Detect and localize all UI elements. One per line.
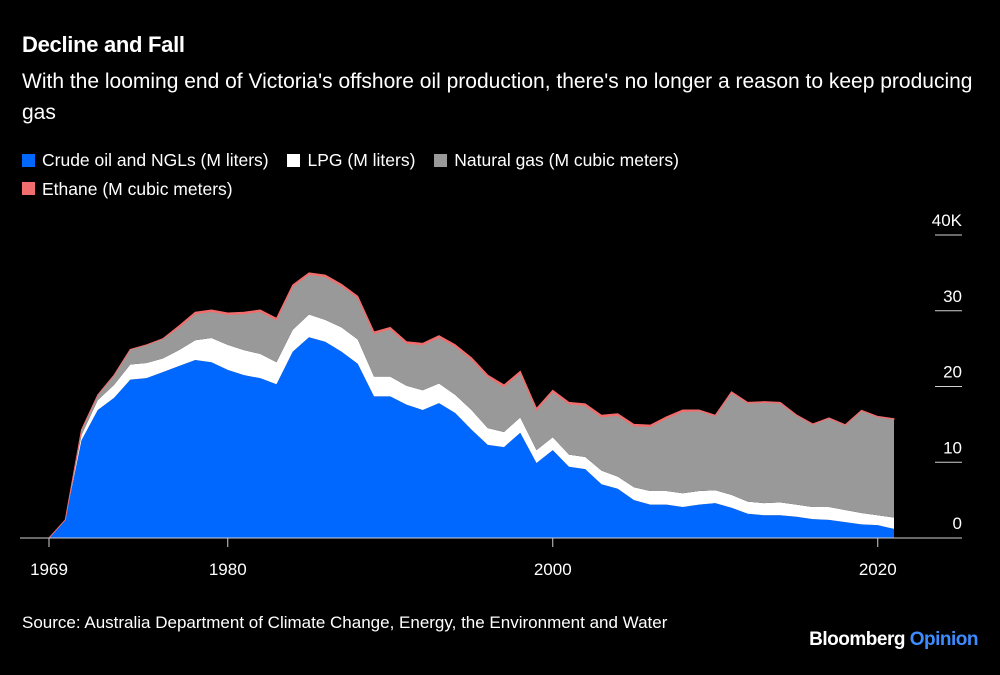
legend-swatch-ethane: [22, 182, 35, 195]
legend-swatch-crude: [22, 153, 35, 167]
legend-item-crude: Crude oil and NGLs (M liters): [22, 146, 269, 174]
legend-swatch-gas: [434, 153, 448, 167]
legend-item-gas: Natural gas (M cubic meters): [434, 146, 679, 174]
y-tick-label: 0: [953, 514, 962, 533]
ethane-area: [48, 272, 895, 539]
y-tick-label: 40K: [932, 211, 963, 230]
lpg-area: [49, 314, 894, 538]
source-note: Source: Australia Department of Climate …: [22, 613, 668, 632]
x-tick-label: 2000: [534, 560, 572, 579]
x-tick-label: 1969: [30, 560, 68, 579]
legend-item-lpg: LPG (M liters): [287, 146, 415, 174]
legend: Crude oil and NGLs (M liters) LPG (M lit…: [22, 146, 922, 203]
legend-label-lpg: LPG (M liters): [307, 150, 416, 170]
y-tick-label: 30: [943, 287, 962, 306]
logo-main: Bloomberg: [809, 629, 905, 650]
legend-swatch-lpg: [287, 153, 301, 167]
y-tick-label: 20: [943, 363, 962, 382]
natural-gas-area: [49, 274, 894, 538]
x-tick-label: 1980: [209, 560, 247, 579]
y-tick-label: 10: [943, 438, 962, 457]
legend-label-crude: Crude oil and NGLs (M liters): [42, 150, 269, 170]
logo-accent: Opinion: [909, 629, 979, 650]
x-tick-label: 2020: [859, 560, 897, 579]
legend-item-ethane: Ethane (M cubic meters): [22, 175, 233, 203]
chart-subtitle: With the looming end of Victoria's offsh…: [22, 70, 973, 124]
crude-oil-area: [49, 337, 894, 538]
bloomberg-opinion-logo: Bloomberg Opinion: [809, 629, 978, 651]
legend-label-gas: Natural gas (M cubic meters): [454, 150, 679, 170]
legend-label-ethane: Ethane (M cubic meters): [42, 178, 233, 199]
chart-title: Decline and Fall: [22, 32, 185, 57]
